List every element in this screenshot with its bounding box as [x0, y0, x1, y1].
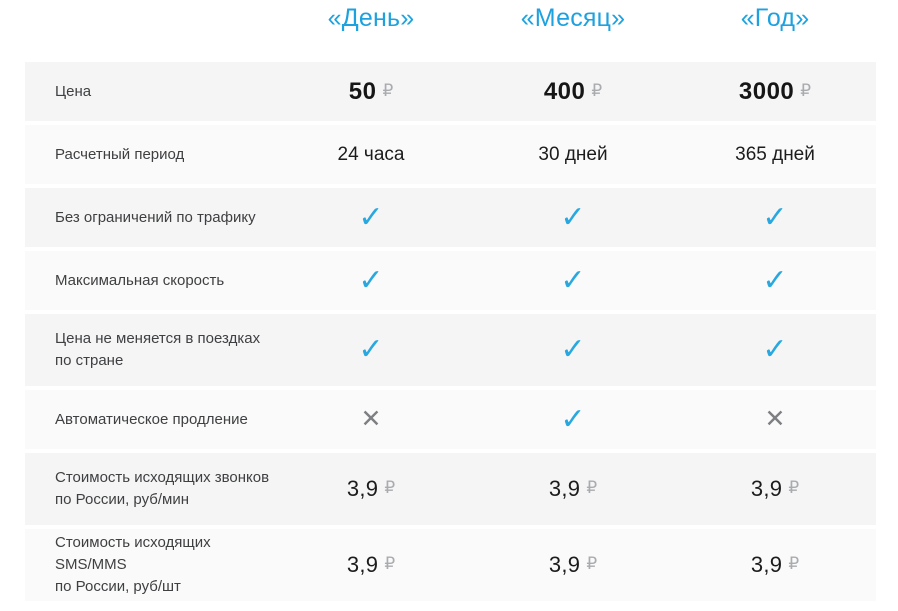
- price-amount: 3,9: [548, 552, 581, 577]
- price-amount: 3,9: [750, 552, 783, 577]
- check-icon: ✓: [560, 402, 586, 436]
- check-icon: ✓: [560, 200, 586, 234]
- ruble-sign: ₽: [384, 554, 396, 573]
- ruble-sign: ₽: [800, 80, 812, 100]
- row-label: Цена не меняется в поездках по стране: [55, 330, 261, 369]
- check-icon: ✓: [358, 200, 384, 234]
- ruble-sign: ₽: [586, 478, 598, 497]
- table-row-auto-renewal: Автоматическое продление ✕ ✓ ✕: [25, 390, 876, 449]
- table-row-unlimited-traffic: Без ограничений по трафику ✓ ✓ ✓: [25, 188, 876, 247]
- check-icon: ✓: [762, 333, 788, 366]
- price-value: 400 ₽: [472, 78, 674, 106]
- price-value: 3,9 ₽: [270, 476, 472, 502]
- price-amount: 3,9: [346, 476, 379, 501]
- tariff-comparison-table: «День» «Месяц» «Год» Цена 50 ₽ 400 ₽ 300…: [25, 0, 876, 601]
- cross-icon: ✕: [360, 405, 382, 433]
- table-row-price: Цена 50 ₽ 400 ₽ 3000 ₽: [25, 62, 876, 121]
- column-header-month: «Месяц»: [520, 4, 626, 32]
- price-value: 50 ₽: [270, 78, 472, 106]
- ruble-sign: ₽: [591, 80, 603, 100]
- price-amount: 3,9: [750, 476, 783, 501]
- table-row-sms-cost: Стоимость исходящих SMS/MMS по России, р…: [25, 529, 876, 601]
- price-value: 3000 ₽: [674, 78, 876, 106]
- price-value: 3,9 ₽: [674, 476, 876, 502]
- ruble-sign: ₽: [384, 478, 396, 497]
- price-amount: 3000: [738, 77, 795, 105]
- period-value: 24 часа: [337, 143, 405, 165]
- price-amount: 50: [348, 77, 377, 105]
- table-row-calls-cost: Стоимость исходящих звонков по России, р…: [25, 453, 876, 525]
- row-label: Расчетный период: [55, 145, 185, 163]
- column-header-year: «Год»: [740, 4, 810, 32]
- price-amount: 400: [543, 77, 586, 105]
- row-label: Стоимость исходящих звонков по России, р…: [55, 469, 270, 508]
- check-icon: ✓: [358, 263, 384, 297]
- row-label: Максимальная скорость: [55, 271, 225, 289]
- ruble-sign: ₽: [586, 554, 598, 573]
- check-icon: ✓: [358, 333, 384, 366]
- price-value: 3,9 ₽: [270, 552, 472, 578]
- row-label: Без ограничений по трафику: [55, 208, 256, 226]
- table-row-period: Расчетный период 24 часа 30 дней 365 дне…: [25, 125, 876, 184]
- check-icon: ✓: [762, 263, 788, 297]
- ruble-sign: ₽: [788, 554, 800, 573]
- table-row-max-speed: Максимальная скорость ✓ ✓ ✓: [25, 251, 876, 310]
- check-icon: ✓: [560, 263, 586, 297]
- price-value: 3,9 ₽: [472, 476, 674, 502]
- price-value: 3,9 ₽: [472, 552, 674, 578]
- price-amount: 3,9: [548, 476, 581, 501]
- ruble-sign: ₽: [788, 478, 800, 497]
- ruble-sign: ₽: [382, 80, 394, 100]
- row-label: Стоимость исходящих SMS/MMS по России, р…: [55, 534, 211, 595]
- cross-icon: ✕: [764, 405, 786, 433]
- table-row-travel-price: Цена не меняется в поездках по стране ✓ …: [25, 314, 876, 386]
- period-value: 30 дней: [538, 143, 608, 165]
- row-label: Цена: [55, 82, 92, 100]
- check-icon: ✓: [560, 333, 586, 366]
- period-value: 365 дней: [735, 143, 815, 165]
- row-label: Автоматическое продление: [55, 410, 248, 428]
- price-value: 3,9 ₽: [674, 552, 876, 578]
- column-header-day: «День»: [327, 4, 415, 32]
- table-header: «День» «Месяц» «Год»: [25, 0, 876, 58]
- price-amount: 3,9: [346, 552, 379, 577]
- check-icon: ✓: [762, 200, 788, 234]
